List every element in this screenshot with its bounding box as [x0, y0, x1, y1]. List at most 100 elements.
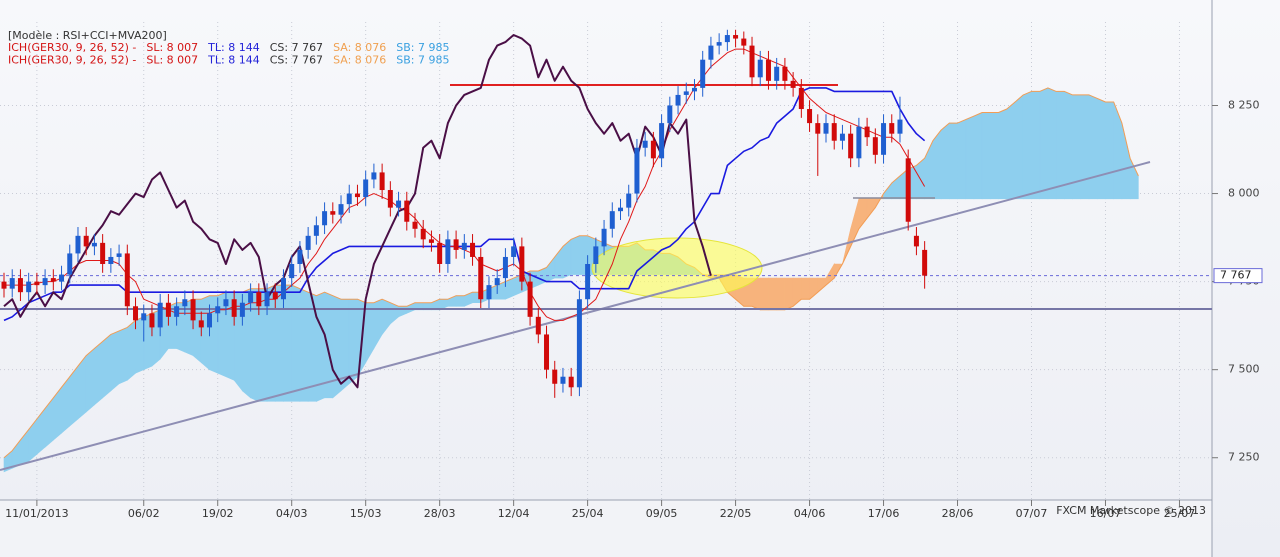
cloud-segment — [94, 340, 103, 406]
candle-body — [618, 207, 623, 212]
cloud-segment — [957, 119, 967, 200]
candle-body — [396, 200, 402, 208]
candle-body — [626, 193, 632, 208]
cloud-segment — [135, 316, 145, 374]
candle-body — [338, 204, 344, 215]
cloud-segment — [1088, 94, 1098, 200]
candle-body — [165, 302, 171, 317]
candle-body — [839, 133, 845, 141]
candle-body — [568, 376, 574, 388]
last-price-box — [1213, 268, 1263, 284]
legend-item: SB: 7 985 — [396, 54, 449, 67]
candle-body — [280, 278, 286, 300]
cloud-segment — [1080, 94, 1090, 200]
candle-body — [461, 242, 467, 250]
legend-item: TL: 8 144 — [207, 41, 260, 54]
legend-item: CS: 7 767 — [270, 54, 323, 67]
candle-body — [453, 239, 459, 250]
candle-body — [322, 211, 328, 226]
candle-body — [313, 225, 319, 236]
candle-body — [815, 123, 821, 134]
candle-body — [59, 274, 65, 282]
cloud-segment — [102, 333, 112, 399]
candle-body — [428, 239, 434, 243]
x-tick-label: 04/06 — [794, 507, 826, 520]
candle-body — [198, 320, 204, 328]
candle-body — [716, 42, 722, 46]
candle-body — [256, 292, 262, 307]
x-tick-label: 16/07 — [1090, 507, 1122, 520]
cloud-segment — [1014, 94, 1024, 200]
candle-body — [83, 235, 89, 247]
candle-body — [239, 302, 245, 317]
cloud-segment — [751, 277, 761, 311]
x-tick-label: 15/03 — [350, 507, 382, 520]
cloud-segment — [940, 122, 950, 200]
candle-body — [116, 253, 122, 257]
cloud-segment — [981, 112, 991, 200]
trend-line — [0, 161, 1151, 471]
candle-body — [913, 235, 919, 247]
x-tick-label: 06/02 — [128, 507, 160, 520]
cloud-segment — [85, 347, 95, 413]
cloud-segment — [998, 108, 1008, 200]
highlight-ellipse — [591, 237, 763, 299]
legend-item: CS: 7 767 — [270, 41, 323, 54]
candle-body — [346, 193, 352, 205]
candle-body — [494, 278, 500, 286]
legend-item: ICH(GER30, 9, 26, 52) - — [8, 54, 136, 67]
candle-body — [174, 306, 180, 317]
candle-body — [67, 253, 73, 275]
cloud-segment — [965, 115, 975, 200]
candle-body — [133, 306, 139, 321]
x-tick-label: 28/03 — [424, 507, 456, 520]
candle-body — [511, 246, 517, 257]
candle-body — [881, 123, 887, 155]
cloud-segment — [1055, 91, 1065, 200]
y-tick-label: 8 000 — [1228, 187, 1260, 200]
candle-body — [872, 137, 878, 155]
candle-body — [478, 256, 484, 300]
candle-body — [560, 376, 566, 384]
x-tick-label: 22/05 — [720, 507, 752, 520]
candle-body — [305, 235, 311, 250]
cloud-segment — [110, 330, 120, 392]
x-tick-label: 17/06 — [868, 507, 900, 520]
candle-body — [922, 249, 928, 276]
candle-body — [404, 200, 410, 222]
candle-body — [248, 292, 254, 303]
x-tick-label: 25/07 — [1164, 507, 1196, 520]
candle-body — [420, 228, 426, 240]
candle-body — [330, 211, 336, 215]
candle-body — [576, 299, 582, 388]
candle-body — [774, 66, 780, 81]
candle-body — [445, 239, 451, 264]
candle-body — [823, 123, 829, 134]
cloud-segment — [1105, 101, 1114, 200]
x-tick-label: 09/05 — [646, 507, 678, 520]
y-tick-label: 7 250 — [1228, 451, 1260, 464]
candle-body — [371, 172, 377, 180]
candle-body — [593, 246, 599, 264]
cloud-segment — [784, 277, 794, 311]
legend-item: SA: 8 076 — [333, 41, 386, 54]
x-tick-label: 12/04 — [498, 507, 530, 520]
candle-body — [26, 281, 32, 293]
candle-body — [585, 264, 591, 300]
cloud-segment — [200, 295, 210, 371]
cloud-segment — [948, 122, 958, 200]
candle-body — [864, 126, 870, 138]
candle-body — [354, 193, 360, 198]
candle-body — [75, 235, 81, 254]
x-tick-label: 07/07 — [1016, 507, 1048, 520]
candle-body — [470, 242, 476, 257]
candle-body — [207, 313, 212, 328]
x-tick-label: 25/04 — [572, 507, 604, 520]
candle-body — [182, 299, 188, 307]
candle-body — [848, 133, 854, 159]
x-tick-label: 28/06 — [942, 507, 974, 520]
x-tick-label: 04/03 — [276, 507, 308, 520]
candle-body — [190, 299, 196, 321]
candle-body — [124, 253, 130, 307]
